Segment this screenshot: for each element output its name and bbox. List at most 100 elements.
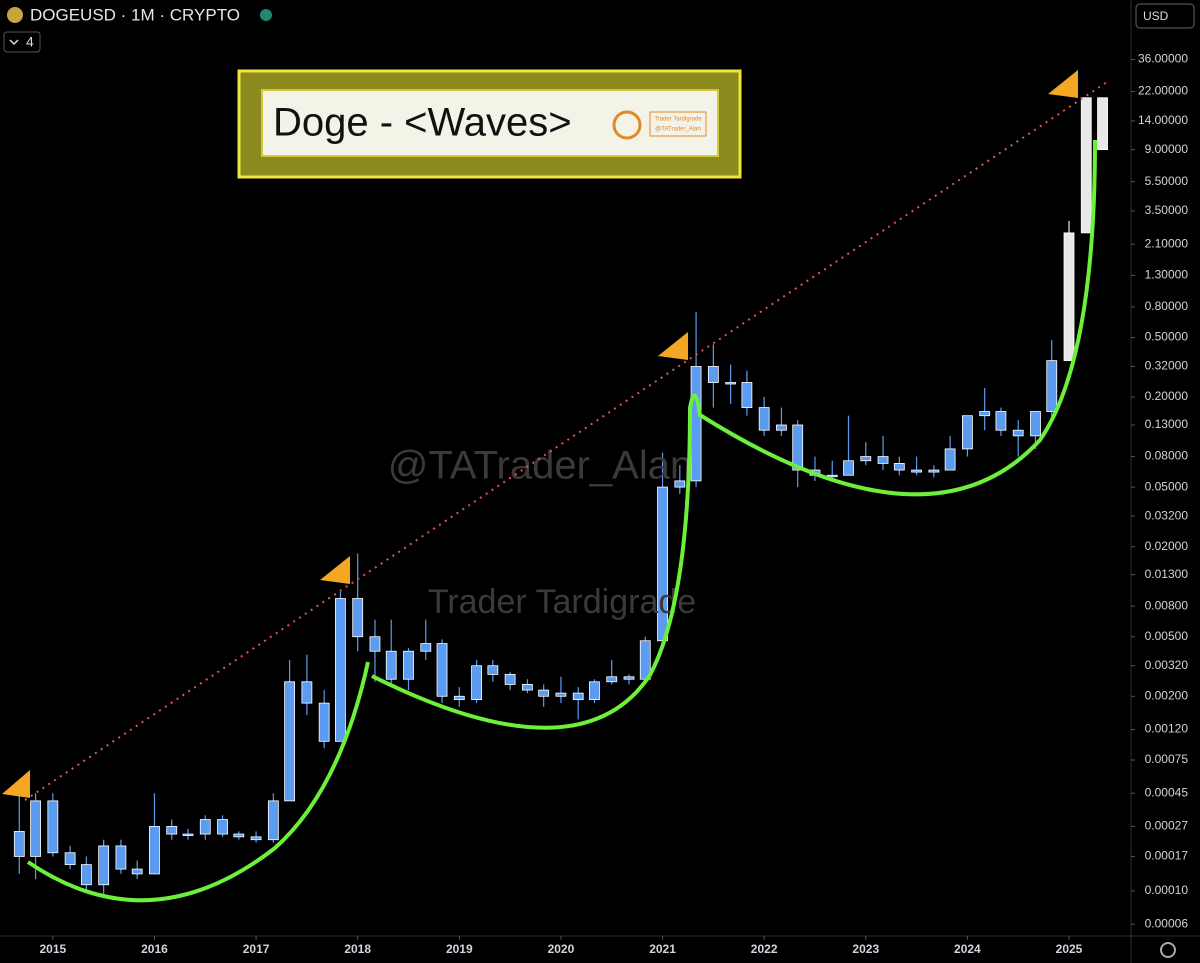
candle-body (741, 382, 753, 408)
candle-body (979, 411, 991, 417)
y-tick-label: 0.00045 (1145, 785, 1189, 799)
y-tick-label: 0.00010 (1145, 883, 1189, 897)
candle-body (555, 692, 567, 697)
candle-body (792, 424, 804, 471)
x-tick-label: 2025 (1056, 942, 1083, 956)
candle-body (385, 650, 397, 680)
candle-body (487, 665, 499, 675)
candle-body (182, 833, 194, 836)
candle-body (538, 689, 550, 697)
candle-body (335, 598, 346, 742)
x-tick-label: 2020 (548, 942, 575, 956)
y-tick-label: 0.05000 (1145, 479, 1189, 493)
candle-body (521, 684, 533, 691)
wave-curve (26, 661, 370, 903)
y-tick-label: 0.00120 (1145, 722, 1189, 736)
candle-body (911, 469, 922, 473)
y-tick-label: 0.00500 (1145, 629, 1189, 643)
logo-text: Trader Tardigrade (654, 117, 702, 123)
candle-body (776, 424, 787, 431)
y-tick-label: 0.50000 (1145, 330, 1189, 344)
candle-body (233, 833, 245, 838)
candle-body (860, 456, 872, 462)
candle-body (707, 366, 719, 383)
candle-body (1080, 97, 1092, 234)
x-tick-label: 2022 (751, 942, 778, 956)
candle-body (403, 650, 414, 680)
candle-body (420, 643, 432, 652)
y-tick-label: 1.30000 (1145, 268, 1189, 282)
candle-body (1097, 97, 1108, 151)
candle-body (690, 366, 702, 482)
peak-marker (2, 770, 30, 798)
peak-marker (658, 332, 688, 360)
candle-body (131, 868, 143, 875)
indicator-count[interactable]: 4 (26, 34, 34, 50)
x-tick-label: 2017 (243, 942, 270, 956)
candle-body (267, 800, 279, 841)
candle-body (64, 852, 76, 866)
peak-marker (320, 556, 350, 584)
logo-box (649, 111, 707, 137)
y-tick-label: 0.00075 (1145, 752, 1189, 766)
x-tick-label: 2024 (954, 942, 981, 956)
candle-body (504, 674, 516, 685)
candle-body (471, 665, 482, 701)
candle-body (589, 681, 600, 701)
y-tick-label: 2.10000 (1145, 236, 1189, 250)
candle-body (961, 415, 973, 450)
candles (13, 97, 1108, 898)
y-tick-label: 0.08000 (1145, 449, 1189, 463)
watermark: @TATrader_Alan (388, 444, 692, 488)
y-tick-label: 0.03200 (1145, 508, 1189, 522)
candle-body (1046, 360, 1058, 412)
candle-body (843, 460, 854, 476)
y-tick-label: 22.00000 (1138, 84, 1188, 98)
candle-body (623, 676, 635, 680)
candle-body (674, 480, 686, 488)
candle-body (436, 643, 448, 697)
candle-body (149, 826, 160, 875)
x-tick-label: 2021 (649, 942, 676, 956)
y-tick-label: 0.00006 (1145, 916, 1189, 930)
candle-body (13, 831, 25, 857)
x-tick-label: 2016 (141, 942, 168, 956)
y-tick-label: 36.00000 (1138, 52, 1188, 66)
candle-body (369, 636, 381, 652)
symbol-icon (7, 7, 23, 23)
candle-body (893, 463, 905, 471)
candle-body (199, 819, 211, 835)
trend-line (24, 79, 1111, 801)
currency[interactable]: USD (1143, 9, 1169, 23)
candle-body (284, 681, 296, 802)
x-tick-label: 2019 (446, 942, 473, 956)
candle-body (826, 474, 838, 478)
candle-body (725, 382, 737, 385)
settings-button[interactable] (1160, 942, 1176, 958)
chart-title: Doge - <Waves> (273, 101, 572, 145)
watermark: Trader Tardigrade (428, 583, 696, 621)
x-tick-label: 2018 (344, 942, 371, 956)
candle-body (944, 448, 956, 471)
y-tick-label: 0.01300 (1145, 567, 1189, 581)
y-tick-label: 0.32000 (1145, 359, 1189, 373)
wave-curve (371, 139, 1097, 730)
candle-body (995, 411, 1007, 431)
candle-body (166, 826, 178, 835)
peak-marker (1048, 70, 1078, 98)
candle-body (318, 702, 330, 742)
symbol: DOGEUSD · 1M · CRYPTO (30, 5, 240, 24)
candle-body (606, 676, 618, 683)
candle-body (98, 845, 110, 886)
candle-body (352, 598, 364, 638)
candle-body (1063, 232, 1075, 362)
x-tick-label: 2023 (852, 942, 879, 956)
indicator-button[interactable] (3, 31, 41, 53)
y-tick-label: 0.00027 (1145, 819, 1189, 833)
x-tick-label: 2015 (39, 942, 66, 956)
candle-body (1030, 411, 1041, 437)
logo-text: @TATrader_Alan (655, 127, 701, 133)
chevron (9, 39, 19, 46)
currency-button[interactable] (1135, 3, 1195, 29)
candle-body (30, 800, 41, 857)
